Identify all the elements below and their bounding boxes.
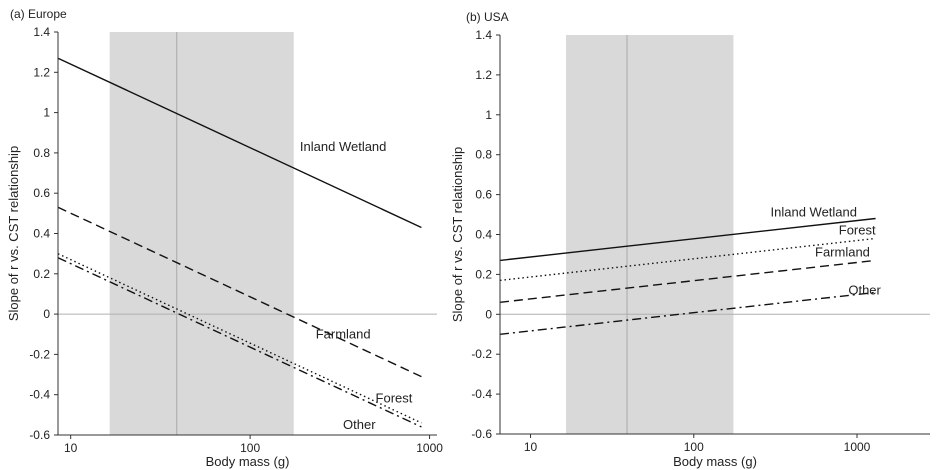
panel-title: (b) USA <box>466 10 509 24</box>
y-tick-label: 1.4 <box>475 28 492 42</box>
y-tick-label: 0.6 <box>475 188 492 202</box>
y-tick-label: 0.8 <box>475 148 492 162</box>
y-tick-label: -0.2 <box>471 347 492 361</box>
panel-europe: -0.6 -0.4 -0.2 0 0.2 0.4 0.6 0.8 1 1.2 1.4 10 100 100… <box>6 7 443 469</box>
x-tick-label: 1000 <box>416 441 443 455</box>
y-tick-label: 1.2 <box>33 65 50 79</box>
shaded-band <box>109 32 294 435</box>
x-axis-label: Body mass (g) <box>206 454 290 469</box>
y-tick-label: 0.6 <box>33 186 50 200</box>
y-tick-label: -0.6 <box>29 428 50 442</box>
series-label-forest: Forest <box>839 223 876 238</box>
y-tick-label: 0 <box>485 307 492 321</box>
x-tick-label: 100 <box>684 440 704 454</box>
series-line-other <box>499 291 876 335</box>
series-line-inland-wetland <box>57 57 422 229</box>
y-tick-label: 1.2 <box>475 68 492 82</box>
y-tick-label: 1 <box>43 106 50 120</box>
panel-usa: -0.6 -0.4 -0.2 0 0.2 0.4 0.6 0.8 1 1.2 1.4 10 100 100… <box>450 10 930 469</box>
series-label-inland-wetland: Inland Wetland <box>771 205 858 220</box>
series-label-forest: Forest <box>376 391 413 406</box>
y-axis-label: Slope of r vs. CST relationship <box>6 146 21 321</box>
series-label-farmland: Farmland <box>815 244 870 259</box>
series-label-other: Other <box>343 417 376 432</box>
series-label-farmland: Farmland <box>316 326 371 341</box>
series-line-inland-wetland <box>499 217 876 262</box>
x-axis-label: Body mass (g) <box>673 454 757 469</box>
y-tick-label: 1.4 <box>33 25 50 39</box>
y-tick-label: 0.2 <box>475 267 492 281</box>
y-tick-label: 1 <box>485 108 492 122</box>
y-axis-label: Slope of r vs. CST relationship <box>450 147 465 322</box>
series-label-other: Other <box>848 282 881 297</box>
x-tick-label: 10 <box>64 441 78 455</box>
shaded-band <box>566 35 734 434</box>
y-tick-label: -0.4 <box>29 388 50 402</box>
series-line-farmland <box>57 206 422 378</box>
series-line-forest <box>57 253 422 424</box>
series-line-farmland <box>499 259 876 303</box>
y-tick-label: 0 <box>43 307 50 321</box>
y-tick-label: -0.2 <box>29 347 50 361</box>
y-tick-label: -0.6 <box>471 427 492 441</box>
y-tick-label: 0.4 <box>33 227 50 241</box>
panel-title: (a) Europe <box>10 7 67 21</box>
y-tick-label: 0.4 <box>475 228 492 242</box>
y-tick-label: 0.2 <box>33 267 50 281</box>
x-tick-label: 1000 <box>844 440 871 454</box>
x-tick-label: 10 <box>524 440 538 454</box>
x-tick-label: 100 <box>240 441 260 455</box>
series-label-inland-wetland: Inland Wetland <box>300 139 387 154</box>
y-tick-label: -0.4 <box>471 387 492 401</box>
y-tick-label: 0.8 <box>33 146 50 160</box>
